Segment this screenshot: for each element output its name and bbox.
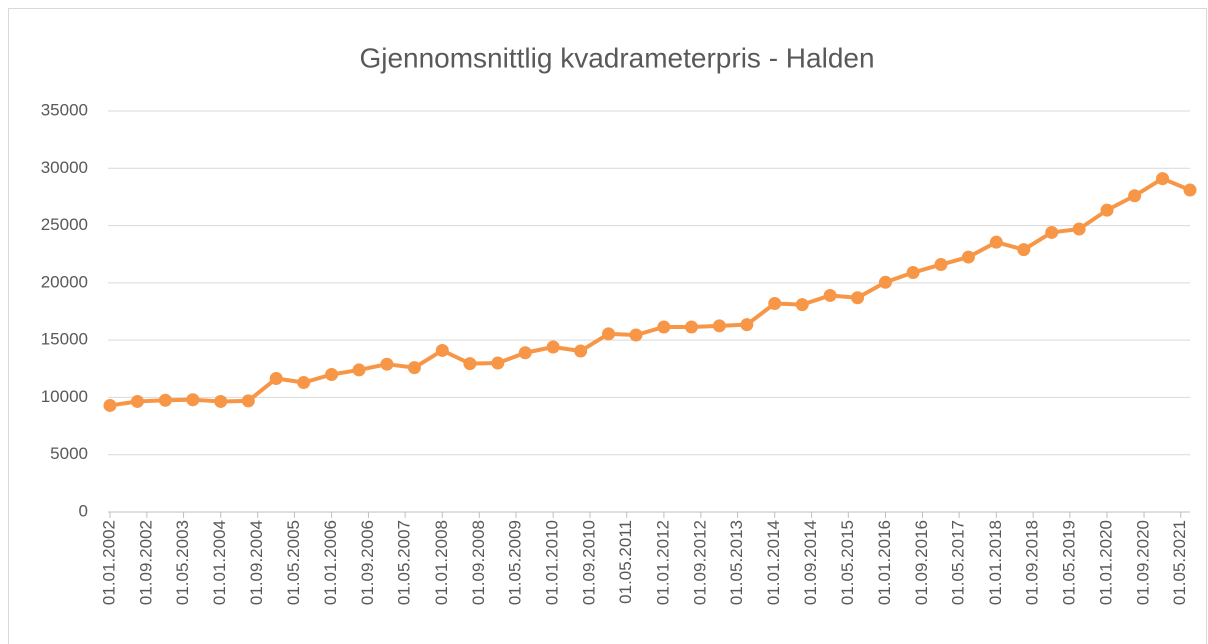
point [214, 394, 228, 408]
x-tick-label: 01.05.2003 [173, 520, 192, 605]
point [407, 361, 421, 375]
x-tick-label: 01.01.2006 [321, 520, 340, 605]
x-tick-label: 01.05.2011 [616, 520, 635, 604]
x-tick-label: 01.01.2014 [764, 520, 783, 605]
y-tick-label: 20000 [41, 272, 88, 291]
chart-title: Gjennomsnittlig kvadrameterpris - Halden [359, 42, 874, 73]
x-tick-label: 01.09.2002 [136, 520, 155, 605]
point [1156, 172, 1170, 186]
point [435, 343, 449, 357]
x-tick-label: 01.01.2020 [1097, 520, 1116, 605]
point [352, 363, 366, 377]
x-tick-label: 01.01.2012 [653, 520, 672, 605]
point [1100, 203, 1114, 217]
x-tick-label: 01.09.2006 [358, 520, 377, 605]
point [740, 318, 754, 332]
y-tick-label: 35000 [41, 100, 88, 119]
point [380, 357, 394, 371]
x-tick-label: 01.01.2018 [986, 520, 1005, 605]
x-tick-label: 01.01.2002 [99, 520, 118, 605]
point [546, 340, 560, 354]
x-tick-label: 01.09.2004 [247, 520, 266, 605]
point [269, 372, 283, 386]
x-tick-label: 01.01.2004 [210, 520, 229, 605]
point [602, 327, 616, 341]
chart-border [8, 8, 1207, 644]
point [1072, 222, 1086, 236]
point [158, 393, 172, 407]
point [518, 346, 532, 360]
y-tick-label: 25000 [41, 215, 88, 234]
point [823, 288, 837, 302]
point [1183, 183, 1197, 197]
x-tick-label: 01.09.2008 [469, 520, 488, 605]
point [795, 298, 809, 312]
point [103, 398, 117, 412]
point [186, 393, 200, 407]
point [1045, 225, 1059, 239]
point [297, 376, 311, 390]
point [961, 250, 975, 264]
point [629, 328, 643, 342]
point [768, 296, 782, 310]
x-tick-label: 01.09.2010 [580, 520, 599, 605]
x-tick-label: 01.01.2016 [875, 520, 894, 605]
x-tick-label: 01.05.2009 [505, 520, 524, 605]
x-tick-label: 01.09.2012 [690, 520, 709, 605]
y-tick-label: 0 [79, 501, 88, 520]
point [1128, 189, 1142, 203]
x-tick-label: 01.01.2008 [432, 520, 451, 605]
point [712, 319, 726, 333]
y-tick-label: 15000 [41, 330, 88, 349]
point [463, 357, 477, 371]
x-tick-label: 01.09.2016 [912, 520, 931, 605]
x-tick-label: 01.05.2019 [1059, 520, 1078, 605]
point [491, 356, 505, 370]
y-tick-label: 5000 [50, 444, 88, 463]
point [989, 235, 1003, 249]
y-tick-label: 30000 [41, 158, 88, 177]
x-tick-label: 01.09.2014 [801, 520, 820, 605]
x-tick-label: 01.05.2013 [727, 520, 746, 605]
x-tick-label: 01.05.2005 [284, 520, 303, 605]
x-tick-label: 01.09.2020 [1134, 520, 1153, 605]
point [1017, 243, 1031, 257]
line [109, 176, 1191, 408]
point [934, 258, 948, 272]
point [325, 368, 339, 382]
y-tick-label: 10000 [41, 387, 88, 406]
point [657, 320, 671, 334]
point [684, 320, 698, 334]
point [851, 291, 865, 305]
x-tick-label: 01.05.2007 [395, 520, 414, 605]
x-tick-label: 01.05.2021 [1170, 520, 1189, 605]
point [241, 394, 255, 408]
x-tick-label: 01.05.2015 [838, 520, 857, 605]
x-tick-label: 01.01.2010 [543, 520, 562, 605]
x-tick-label: 01.05.2017 [949, 520, 968, 605]
point [906, 266, 920, 280]
point [130, 394, 144, 408]
x-tick-label: 01.09.2018 [1023, 520, 1042, 605]
point [574, 344, 588, 358]
point [878, 275, 892, 289]
